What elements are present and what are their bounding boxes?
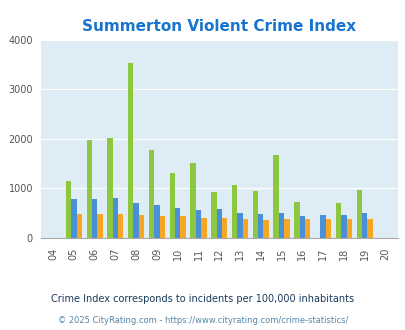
Bar [258,214,263,238]
Bar [107,138,113,238]
Bar [222,218,227,238]
Bar [66,181,71,238]
Bar [361,213,367,238]
Bar [133,203,139,238]
Bar [340,215,346,238]
Text: Crime Index corresponds to incidents per 100,000 inhabitants: Crime Index corresponds to incidents per… [51,294,354,304]
Bar [71,199,77,238]
Bar [231,185,237,238]
Bar [273,155,278,238]
Bar [237,214,242,238]
Bar [77,214,82,238]
Bar [299,216,304,238]
Bar [169,173,175,238]
Bar [211,192,216,238]
Bar [252,190,258,238]
Bar [86,140,92,238]
Bar [195,210,200,238]
Bar [284,219,289,238]
Bar [304,219,310,238]
Title: Summerton Violent Crime Index: Summerton Violent Crime Index [82,19,356,34]
Bar [216,209,222,238]
Bar [92,199,97,238]
Bar [346,219,351,238]
Bar [335,203,340,238]
Bar [190,163,195,238]
Bar [113,199,118,238]
Bar [139,215,144,238]
Bar [294,202,299,238]
Bar [200,218,206,238]
Bar [175,209,180,238]
Bar [278,214,284,238]
Bar [128,63,133,238]
Bar [97,214,102,238]
Bar [356,189,361,238]
Bar [118,214,123,238]
Bar [325,219,330,238]
Bar [159,216,164,238]
Bar [263,220,268,238]
Bar [154,205,159,238]
Bar [367,219,372,238]
Bar [242,219,247,238]
Bar [180,216,185,238]
Text: © 2025 CityRating.com - https://www.cityrating.com/crime-statistics/: © 2025 CityRating.com - https://www.city… [58,316,347,325]
Bar [320,215,325,238]
Bar [149,150,154,238]
